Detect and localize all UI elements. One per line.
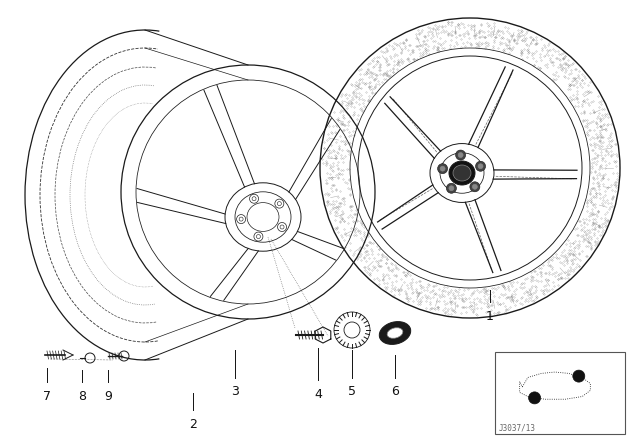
Text: 1: 1	[486, 310, 494, 323]
Text: 2: 2	[189, 418, 197, 431]
Text: J3037/13: J3037/13	[499, 423, 536, 432]
Circle shape	[573, 370, 585, 382]
Text: 9: 9	[104, 390, 112, 403]
Text: 3: 3	[231, 385, 239, 398]
Text: 8: 8	[78, 390, 86, 403]
Ellipse shape	[387, 328, 403, 338]
Circle shape	[470, 182, 480, 192]
Circle shape	[529, 392, 541, 404]
Circle shape	[449, 186, 454, 191]
Circle shape	[456, 150, 466, 160]
Ellipse shape	[449, 161, 475, 185]
Circle shape	[458, 152, 463, 158]
Text: 7: 7	[43, 390, 51, 403]
Circle shape	[472, 184, 477, 190]
Bar	[495, 352, 625, 434]
Text: 6: 6	[391, 385, 399, 398]
Text: 4: 4	[314, 388, 322, 401]
Ellipse shape	[380, 322, 411, 345]
Text: 5: 5	[348, 385, 356, 398]
Circle shape	[447, 183, 456, 193]
Circle shape	[440, 166, 445, 171]
Circle shape	[438, 164, 447, 174]
Circle shape	[476, 161, 486, 171]
Ellipse shape	[453, 165, 471, 181]
Circle shape	[478, 164, 483, 169]
